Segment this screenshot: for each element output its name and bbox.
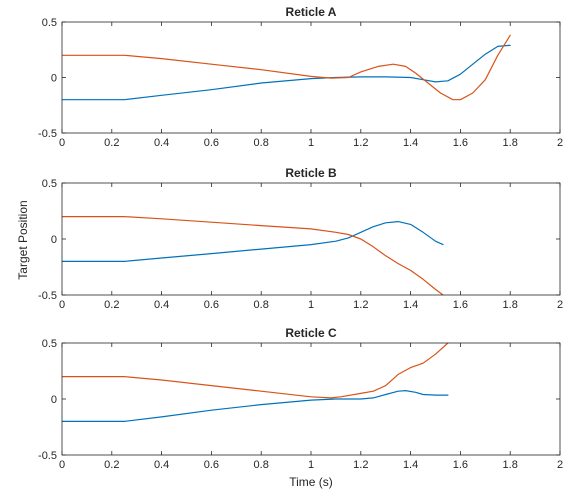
x-tick-label: 0.8 — [254, 137, 269, 149]
x-tick-label: 1 — [308, 137, 314, 149]
x-tick-label: 0.6 — [204, 299, 219, 311]
y-tick-label: 0.5 — [42, 17, 57, 29]
x-tick-label: 0 — [59, 299, 65, 311]
x-tick-label: 1.6 — [453, 459, 468, 471]
x-tick-label: 2 — [557, 299, 563, 311]
axes-box — [62, 22, 560, 133]
x-tick-label: 2 — [557, 137, 563, 149]
x-axis-label: Time (s) — [289, 475, 333, 489]
x-tick-label: 0.4 — [154, 459, 169, 471]
subplot-title: Reticle C — [285, 326, 337, 340]
x-tick-label: 1.4 — [403, 137, 418, 149]
y-tick-label: 0.5 — [42, 338, 57, 350]
axes-box — [62, 343, 560, 455]
x-tick-label: 0.6 — [204, 459, 219, 471]
axes-box — [62, 183, 560, 295]
x-tick-label: 1.8 — [503, 137, 518, 149]
x-tick-label: 0 — [59, 137, 65, 149]
subplot-2: 0 0.2 0.4 0.6 0.8 1 1.2 1.4 1.6 1.8 2-0.500.5Retic… — [38, 166, 563, 311]
x-tick-label: 1.2 — [353, 137, 368, 149]
x-tick-label: 1.8 — [503, 299, 518, 311]
subplot-1: 0 0.2 0.4 0.6 0.8 1 1.2 1.4 1.6 1.8 2-0.500.5Retic… — [38, 5, 563, 149]
y-tick-label: 0.5 — [42, 178, 57, 190]
x-tick-label: 1 — [308, 459, 314, 471]
series-line-2 — [62, 35, 510, 99]
x-tick-label: 0.2 — [104, 299, 119, 311]
series-line-2 — [62, 343, 448, 398]
series-line-1 — [62, 391, 448, 422]
y-tick-label: 0 — [51, 73, 57, 85]
y-tick-label: 0 — [51, 234, 57, 246]
x-tick-label: 1.6 — [453, 137, 468, 149]
x-tick-label: 0 — [59, 459, 65, 471]
x-tick-label: 0.2 — [104, 459, 119, 471]
x-tick-label: 0.8 — [254, 299, 269, 311]
x-tick-label: 1.2 — [353, 459, 368, 471]
x-tick-label: 1 — [308, 299, 314, 311]
x-tick-label: 0.8 — [254, 459, 269, 471]
subplot-title: Reticle B — [285, 166, 337, 180]
x-tick-label: 0.4 — [154, 299, 169, 311]
series-line-2 — [62, 217, 443, 295]
x-tick-label: 1.8 — [503, 459, 518, 471]
y-tick-label: 0 — [51, 394, 57, 406]
y-tick-label: -0.5 — [38, 450, 57, 462]
subplot-title: Reticle A — [286, 5, 337, 19]
y-axis-label: Target Position — [16, 200, 30, 279]
x-tick-label: 1.4 — [403, 299, 418, 311]
x-tick-label: 2 — [557, 459, 563, 471]
x-tick-label: 0.2 — [104, 137, 119, 149]
subplot-3: 0 0.2 0.4 0.6 0.8 1 1.2 1.4 1.6 1.8 2-0.500.5Retic… — [38, 326, 563, 471]
x-tick-label: 0.4 — [154, 137, 169, 149]
x-tick-label: 1.6 — [453, 299, 468, 311]
y-tick-label: -0.5 — [38, 128, 57, 140]
x-tick-label: 1.2 — [353, 299, 368, 311]
x-tick-label: 0.6 — [204, 137, 219, 149]
y-tick-label: -0.5 — [38, 290, 57, 302]
x-tick-label: 1.4 — [403, 459, 418, 471]
